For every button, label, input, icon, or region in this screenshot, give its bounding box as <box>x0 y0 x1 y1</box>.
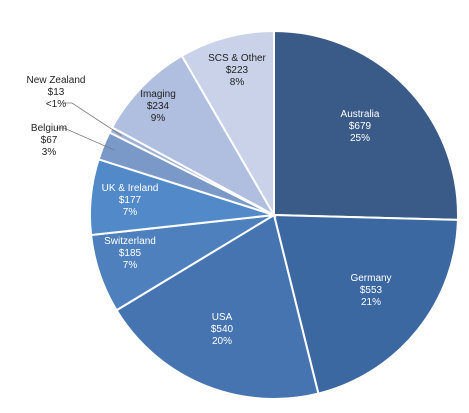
slice-label-name: Switzerland <box>104 236 156 247</box>
slice-label-new-zealand: New Zealand $13 <1% <box>27 75 86 110</box>
leader-lines <box>56 102 122 151</box>
slice-label-value-label: $553 <box>360 285 383 296</box>
slice-label-pct-label: 21% <box>361 297 381 308</box>
slice-label-name: New Zealand <box>27 75 86 86</box>
slice-label-pct-label: 7% <box>123 207 138 218</box>
slice-label-imaging: Imaging $234 9% <box>140 89 176 124</box>
slice-labels: Australia $679 25% Germany $553 21% USA $540 20%… <box>27 53 392 347</box>
slice-label-name: Imaging <box>140 89 176 100</box>
slice-usa <box>115 213 320 400</box>
slice-label-uk-and-ireland: UK & Ireland $177 7% <box>102 183 159 218</box>
slice-label-australia: Australia $679 25% <box>341 109 380 144</box>
slice-label-pct-label: 25% <box>350 133 370 144</box>
slice-label-name: Belgium <box>31 123 67 134</box>
slice-label-name: USA <box>212 312 233 323</box>
slice-label-switzerland: Switzerland $185 7% <box>104 236 156 271</box>
slice-label-name: SCS & Other <box>208 53 266 64</box>
slice-germany <box>272 213 459 395</box>
leader-line-new-zealand <box>64 102 122 136</box>
slice-label-pct-label: 20% <box>212 336 232 347</box>
slice-label-pct-label: <1% <box>46 99 66 110</box>
slice-label-germany: Germany $553 21% <box>350 273 391 308</box>
slice-label-value-label: $234 <box>147 101 170 112</box>
slice-label-belgium: Belgium $67 3% <box>31 123 67 158</box>
slice-label-name: Germany <box>350 273 391 284</box>
slice-label-value-label: $540 <box>211 324 234 335</box>
slice-label-value-label: $13 <box>48 87 65 98</box>
slice-label-pct-label: 7% <box>123 260 138 271</box>
slice-label-scs-and-other: SCS & Other $223 8% <box>208 53 266 88</box>
slice-scs-and-other <box>180 29 275 219</box>
slice-label-name: UK & Ireland <box>102 183 159 194</box>
slice-label-pct-label: 8% <box>230 77 245 88</box>
slice-label-name: Australia <box>341 109 380 120</box>
slice-label-pct-label: 9% <box>151 113 166 124</box>
pie-slices <box>89 29 459 400</box>
slice-label-pct-label: 3% <box>42 147 57 158</box>
slice-australia <box>273 29 459 221</box>
slice-label-value-label: $679 <box>349 121 372 132</box>
slice-label-value-label: $185 <box>119 248 142 259</box>
leader-line-belgium <box>56 127 115 151</box>
slice-label-value-label: $67 <box>41 135 58 146</box>
slice-label-value-label: $177 <box>119 195 142 206</box>
slice-label-usa: USA $540 20% <box>211 312 234 347</box>
slice-label-value-label: $223 <box>226 65 249 76</box>
slice-imaging <box>110 54 277 218</box>
